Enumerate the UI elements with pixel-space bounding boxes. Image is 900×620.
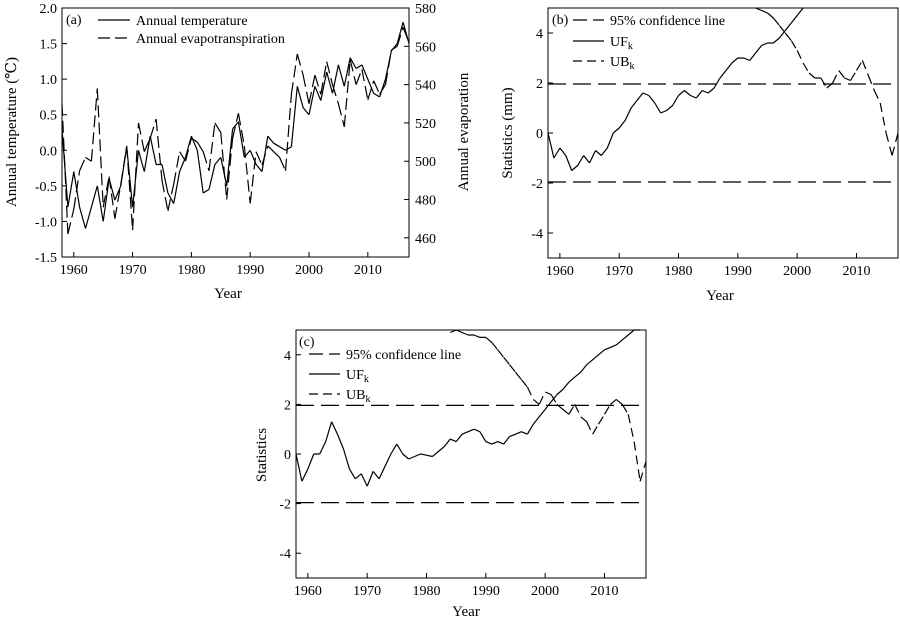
panel-c-y-tick-label: 4 [284,349,291,364]
panel-b-y-axis-label: Statistics (mm) [500,87,516,178]
panel-a-x-axis-label: Year [214,286,242,302]
panel-b-legend-ub-main: UB [610,55,629,70]
panel-a-ticks: 1960 1970 1980 1990 2000 2010 -1.5 -1.0 -0.5 0.0 0… [35,2,436,278]
panel-a-x-tick-label: 1960 [60,263,88,278]
panel-b-x-tick-label: 1960 [546,264,574,279]
panel-a-y-right-tick-label: 520 [415,117,436,132]
panel-b-ticks: 1960 1970 1980 1990 2000 2010 -4 -2 0 2 4 [531,27,870,279]
panel-b-plot-frame [547,7,899,259]
panel-a-lines [61,22,410,235]
panel-a-legend-label-temperature: Annual temperature [136,14,248,29]
panel-a-tag: (a) [66,13,82,28]
panel-c-legend-uf-main: UF [346,368,364,383]
panel-b-x-tick-label: 1990 [724,264,752,279]
panel-b-x-tick-label: 1970 [605,264,633,279]
panel-c-y-tick-label: 2 [284,398,291,413]
panel-a-legend: Annual temperature Annual evapotranspira… [98,14,285,47]
panel-b-legend-label-confidence: 95% confidence line [610,14,725,29]
panel-b-y-tick-label: -2 [531,177,543,192]
panel-a-legend-label-evapotranspiration: Annual evapotranspiration [136,32,285,47]
panel-c-x-tick-label: 2010 [590,584,618,599]
panel-b-ub-line [755,7,899,156]
panel-b-x-axis-label: Year [706,288,734,304]
panel-b-legend-label-ub: UBk [610,55,634,72]
panel-a-evapotranspiration-line [61,26,410,235]
panel-c-y-tick-label: -4 [279,547,291,562]
panel-c-legend-ub-sub: k [365,394,370,405]
panel-a-y-tick-label: 0.5 [40,109,58,124]
panel-a-x-tick-label: 2000 [295,263,323,278]
panel-b-legend-uf-main: UF [610,35,628,50]
panel-a-y-axis-label-right: Annual evaporation [456,72,472,191]
panel-a-y-tick-label: 1.5 [40,38,58,53]
panel-b-y-tick-label: -4 [531,227,543,242]
panel-a-x-tick-label: 1970 [119,263,147,278]
panel-a-y-right-tick-label: 540 [415,79,436,94]
panel-a-y-tick-label: 0.0 [40,144,58,159]
panel-c: (c) 1960 1970 1980 1990 2000 2010 -4 -2 0 2 4 95% … [254,329,647,620]
panel-a-y-right-tick-label: 460 [415,232,436,247]
panel-a-y-right-tick-label: 480 [415,194,436,209]
panel-b-lines [547,7,899,183]
panel-b-legend-ub-sub: k [629,61,634,72]
panel-a-temperature-line [61,22,410,229]
panel-a-x-tick-label: 2010 [354,263,382,278]
panel-c-uf-line [295,329,641,487]
panel-b-y-tick-label: 2 [536,77,543,92]
panel-b-legend-label-uf: UFk [610,35,633,52]
panel-c-x-tick-label: 2000 [531,584,559,599]
panel-a-y-tick-label: 2.0 [40,2,58,17]
panel-a-y-tick-label: -0.5 [35,180,57,195]
panel-c-x-axis-label: Year [452,604,480,620]
panel-c-lines [295,329,647,504]
panel-b-uf-line [547,7,804,171]
panel-a: (a) 1960 1970 1980 1990 2000 2010 -1.5 -1.0 -0.5… [4,2,472,302]
panel-a-x-tick-label: 1980 [177,263,205,278]
panel-b-legend-uf-sub: k [628,41,633,52]
panel-b-x-tick-label: 1980 [665,264,693,279]
panel-b-x-tick-label: 2010 [842,264,870,279]
panel-c-legend-label-uf: UFk [346,368,369,385]
panel-c-y-tick-label: -2 [279,498,291,513]
panel-a-y-axis-label-left: Annual temperature (℃) [4,57,20,207]
panel-c-x-tick-label: 1970 [353,584,381,599]
panel-c-y-tick-label: 0 [284,448,291,463]
panel-b-tag: (b) [552,13,569,28]
panel-c-ticks: 1960 1970 1980 1990 2000 2010 -4 -2 0 2 4 [279,349,618,599]
panel-a-y-right-tick-label: 500 [415,155,436,170]
panel-a-y-right-tick-label: 580 [415,2,436,17]
panel-c-x-tick-label: 1980 [413,584,441,599]
panel-c-x-tick-label: 1960 [294,584,322,599]
panel-c-legend-ub-main: UB [346,388,365,403]
panel-c-ub-line [449,329,647,482]
panel-c-legend: 95% confidence line UFk UBk [309,348,461,405]
panel-a-y-tick-label: 1.0 [40,73,58,88]
panel-c-tag: (c) [299,335,315,350]
panel-a-y-tick-label: -1.0 [35,215,57,230]
panel-a-x-tick-label: 1990 [236,263,264,278]
panel-a-y-right-tick-label: 560 [415,40,436,55]
panel-c-x-tick-label: 1990 [472,584,500,599]
panel-b: (b) 1960 1970 1980 1990 2000 2010 -4 -2 0 2 4 95% … [500,7,899,304]
panel-b-x-tick-label: 2000 [783,264,811,279]
panel-b-y-tick-label: 0 [536,127,543,142]
panel-a-y-tick-label: -1.5 [35,251,57,266]
panel-b-legend: 95% confidence line UFk UBk [573,14,725,72]
panel-b-y-tick-label: 4 [536,27,543,42]
panel-c-y-axis-label: Statistics [254,428,270,482]
panel-c-legend-uf-sub: k [364,374,369,385]
panel-c-legend-label-ub: UBk [346,388,370,405]
panel-c-legend-label-confidence: 95% confidence line [346,348,461,363]
